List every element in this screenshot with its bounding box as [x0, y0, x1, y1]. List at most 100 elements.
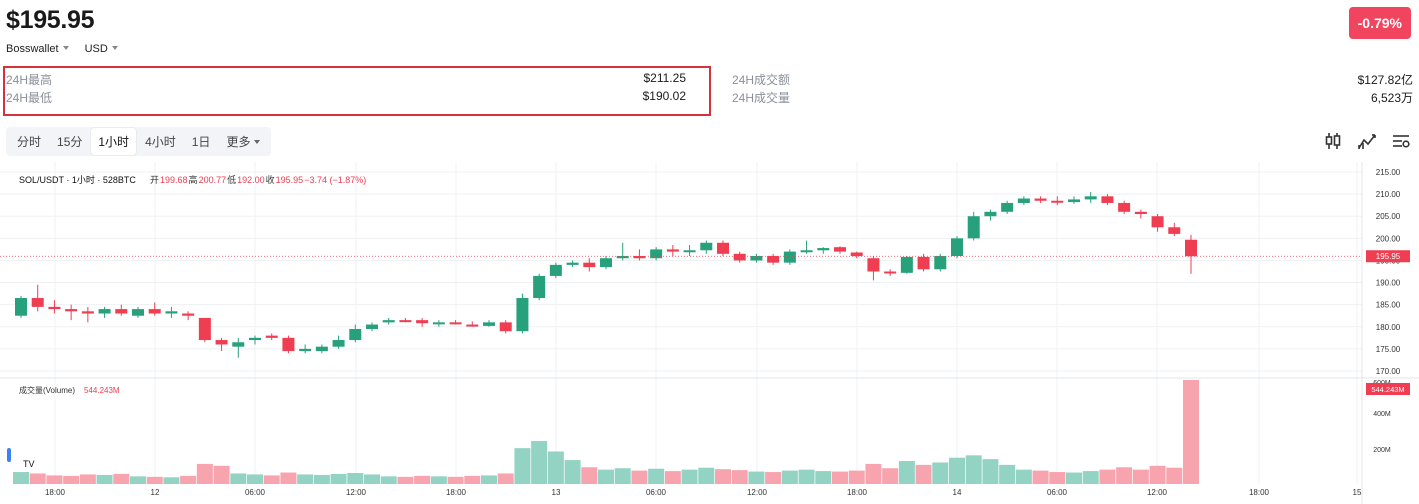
legend-close: 195.95	[276, 175, 304, 185]
time-axis-label: 15	[1353, 488, 1362, 497]
chevron-down-icon	[111, 46, 118, 50]
candle-body	[382, 320, 395, 323]
volume-bar	[46, 475, 63, 484]
volume-bar	[1116, 467, 1133, 484]
stat-24h-low: 24H最低 $190.02	[6, 89, 686, 105]
time-axis-label: 06:00	[1047, 488, 1068, 497]
candle-body	[48, 306, 61, 310]
price-change-badge: -0.79%	[1348, 7, 1411, 39]
tab-more[interactable]: 更多	[219, 128, 267, 155]
candle-body	[650, 249, 663, 259]
volume-bar	[765, 472, 782, 484]
tab-1d[interactable]: 1日	[191, 135, 211, 149]
candle-body	[1068, 199, 1080, 203]
candle-body	[249, 337, 261, 341]
settings-icon[interactable]	[1391, 131, 1411, 151]
volume-bar	[247, 474, 263, 484]
candle-body	[951, 238, 963, 257]
indicator-icon[interactable]	[1357, 131, 1377, 151]
candlestick-icon[interactable]	[1323, 131, 1343, 151]
candle-body	[917, 256, 930, 270]
currency-selector[interactable]: USD	[85, 43, 118, 55]
candle-body	[148, 309, 161, 314]
volume-bar	[798, 469, 815, 484]
candle-body	[182, 313, 195, 316]
volume-bar	[96, 474, 113, 484]
tab-4h[interactable]: 4小时	[145, 135, 176, 149]
legend-low-label: 低	[227, 174, 236, 185]
tab-more-label: 更多	[226, 135, 251, 149]
tab-15m[interactable]: 15分	[57, 135, 83, 149]
price-axis-label: 175.00	[1376, 345, 1401, 354]
time-axis-label: 18:00	[446, 488, 467, 497]
candle-body	[1001, 202, 1014, 212]
candle-body	[31, 298, 44, 307]
candle-body	[165, 311, 178, 314]
symbol-label: SOL/USDT · 1小时 · 528BTC	[19, 174, 136, 185]
price-axis-label: 210.00	[1376, 190, 1401, 199]
candle-body	[115, 309, 128, 314]
candle-body	[98, 309, 111, 314]
candle-body	[900, 256, 913, 273]
volume-bar	[1049, 472, 1066, 484]
stat-value: $190.02	[642, 89, 686, 103]
stat-label: 24H最低	[6, 91, 53, 105]
volume-bar	[932, 462, 949, 484]
candle-body	[466, 324, 479, 327]
volume-bar	[1015, 469, 1032, 484]
candle-body	[81, 311, 94, 314]
volume-bar	[564, 460, 581, 484]
candle-body	[884, 271, 897, 274]
volume-bar	[832, 471, 848, 484]
exchange-label: Bosswallet	[6, 43, 59, 55]
volume-bar	[1149, 465, 1166, 484]
volume-bar	[715, 469, 731, 484]
candle-body	[700, 242, 713, 251]
candle-body	[1051, 200, 1064, 203]
volume-bar	[631, 470, 648, 484]
volume-bar	[781, 470, 798, 484]
legend-open: 199.68	[160, 175, 188, 185]
volume-bar	[263, 475, 280, 484]
exchange-selector[interactable]: Bosswallet	[6, 43, 69, 55]
candle-body	[817, 248, 830, 251]
stat-24h-turnover: 24H成交额 $127.82亿	[732, 71, 1413, 87]
currency-label: USD	[84, 43, 108, 55]
last-price-tag	[1366, 250, 1410, 263]
candle-body	[282, 337, 295, 352]
tab-timeline[interactable]: 分时	[17, 135, 42, 149]
candle-body	[416, 320, 429, 324]
volume-bar	[614, 468, 631, 484]
volume-bar	[731, 470, 748, 484]
tab-1h[interactable]: 1小时	[91, 128, 137, 155]
price-axis-label: 180.00	[1376, 323, 1401, 332]
volume-bar	[297, 474, 314, 484]
price-axis-label: 190.00	[1376, 279, 1401, 288]
time-axis-label: 06:00	[245, 488, 266, 497]
volume-bar	[364, 474, 380, 484]
stat-label: 24H成交额	[732, 73, 791, 87]
candle-body	[299, 348, 312, 352]
candle-body	[366, 324, 378, 329]
volume-last-label: 544.243M	[1371, 385, 1404, 394]
volume-axis-label: 200M	[1373, 447, 1391, 454]
price-chart[interactable]: 215.00210.00205.00200.00195.00190.00185.…	[0, 162, 1419, 504]
candle-body	[1084, 196, 1097, 200]
tradingview-logo	[20, 455, 42, 471]
chevron-down-icon	[62, 46, 69, 50]
volume-bar	[13, 472, 29, 484]
candle-body	[733, 253, 746, 261]
volume-bar	[1183, 380, 1199, 484]
candle-body	[549, 264, 562, 276]
candle-body	[783, 251, 796, 263]
candle-body	[583, 262, 596, 268]
volume-axis-label: 400M	[1373, 411, 1391, 418]
scroll-left-handle[interactable]	[7, 448, 11, 462]
candle-body	[332, 340, 345, 347]
volume-bar	[347, 472, 364, 484]
volume-bar	[547, 451, 564, 484]
volume-bar	[648, 468, 665, 484]
candle-body	[683, 250, 696, 253]
candle-body	[666, 249, 679, 252]
legend-high: 200.77	[199, 175, 227, 185]
